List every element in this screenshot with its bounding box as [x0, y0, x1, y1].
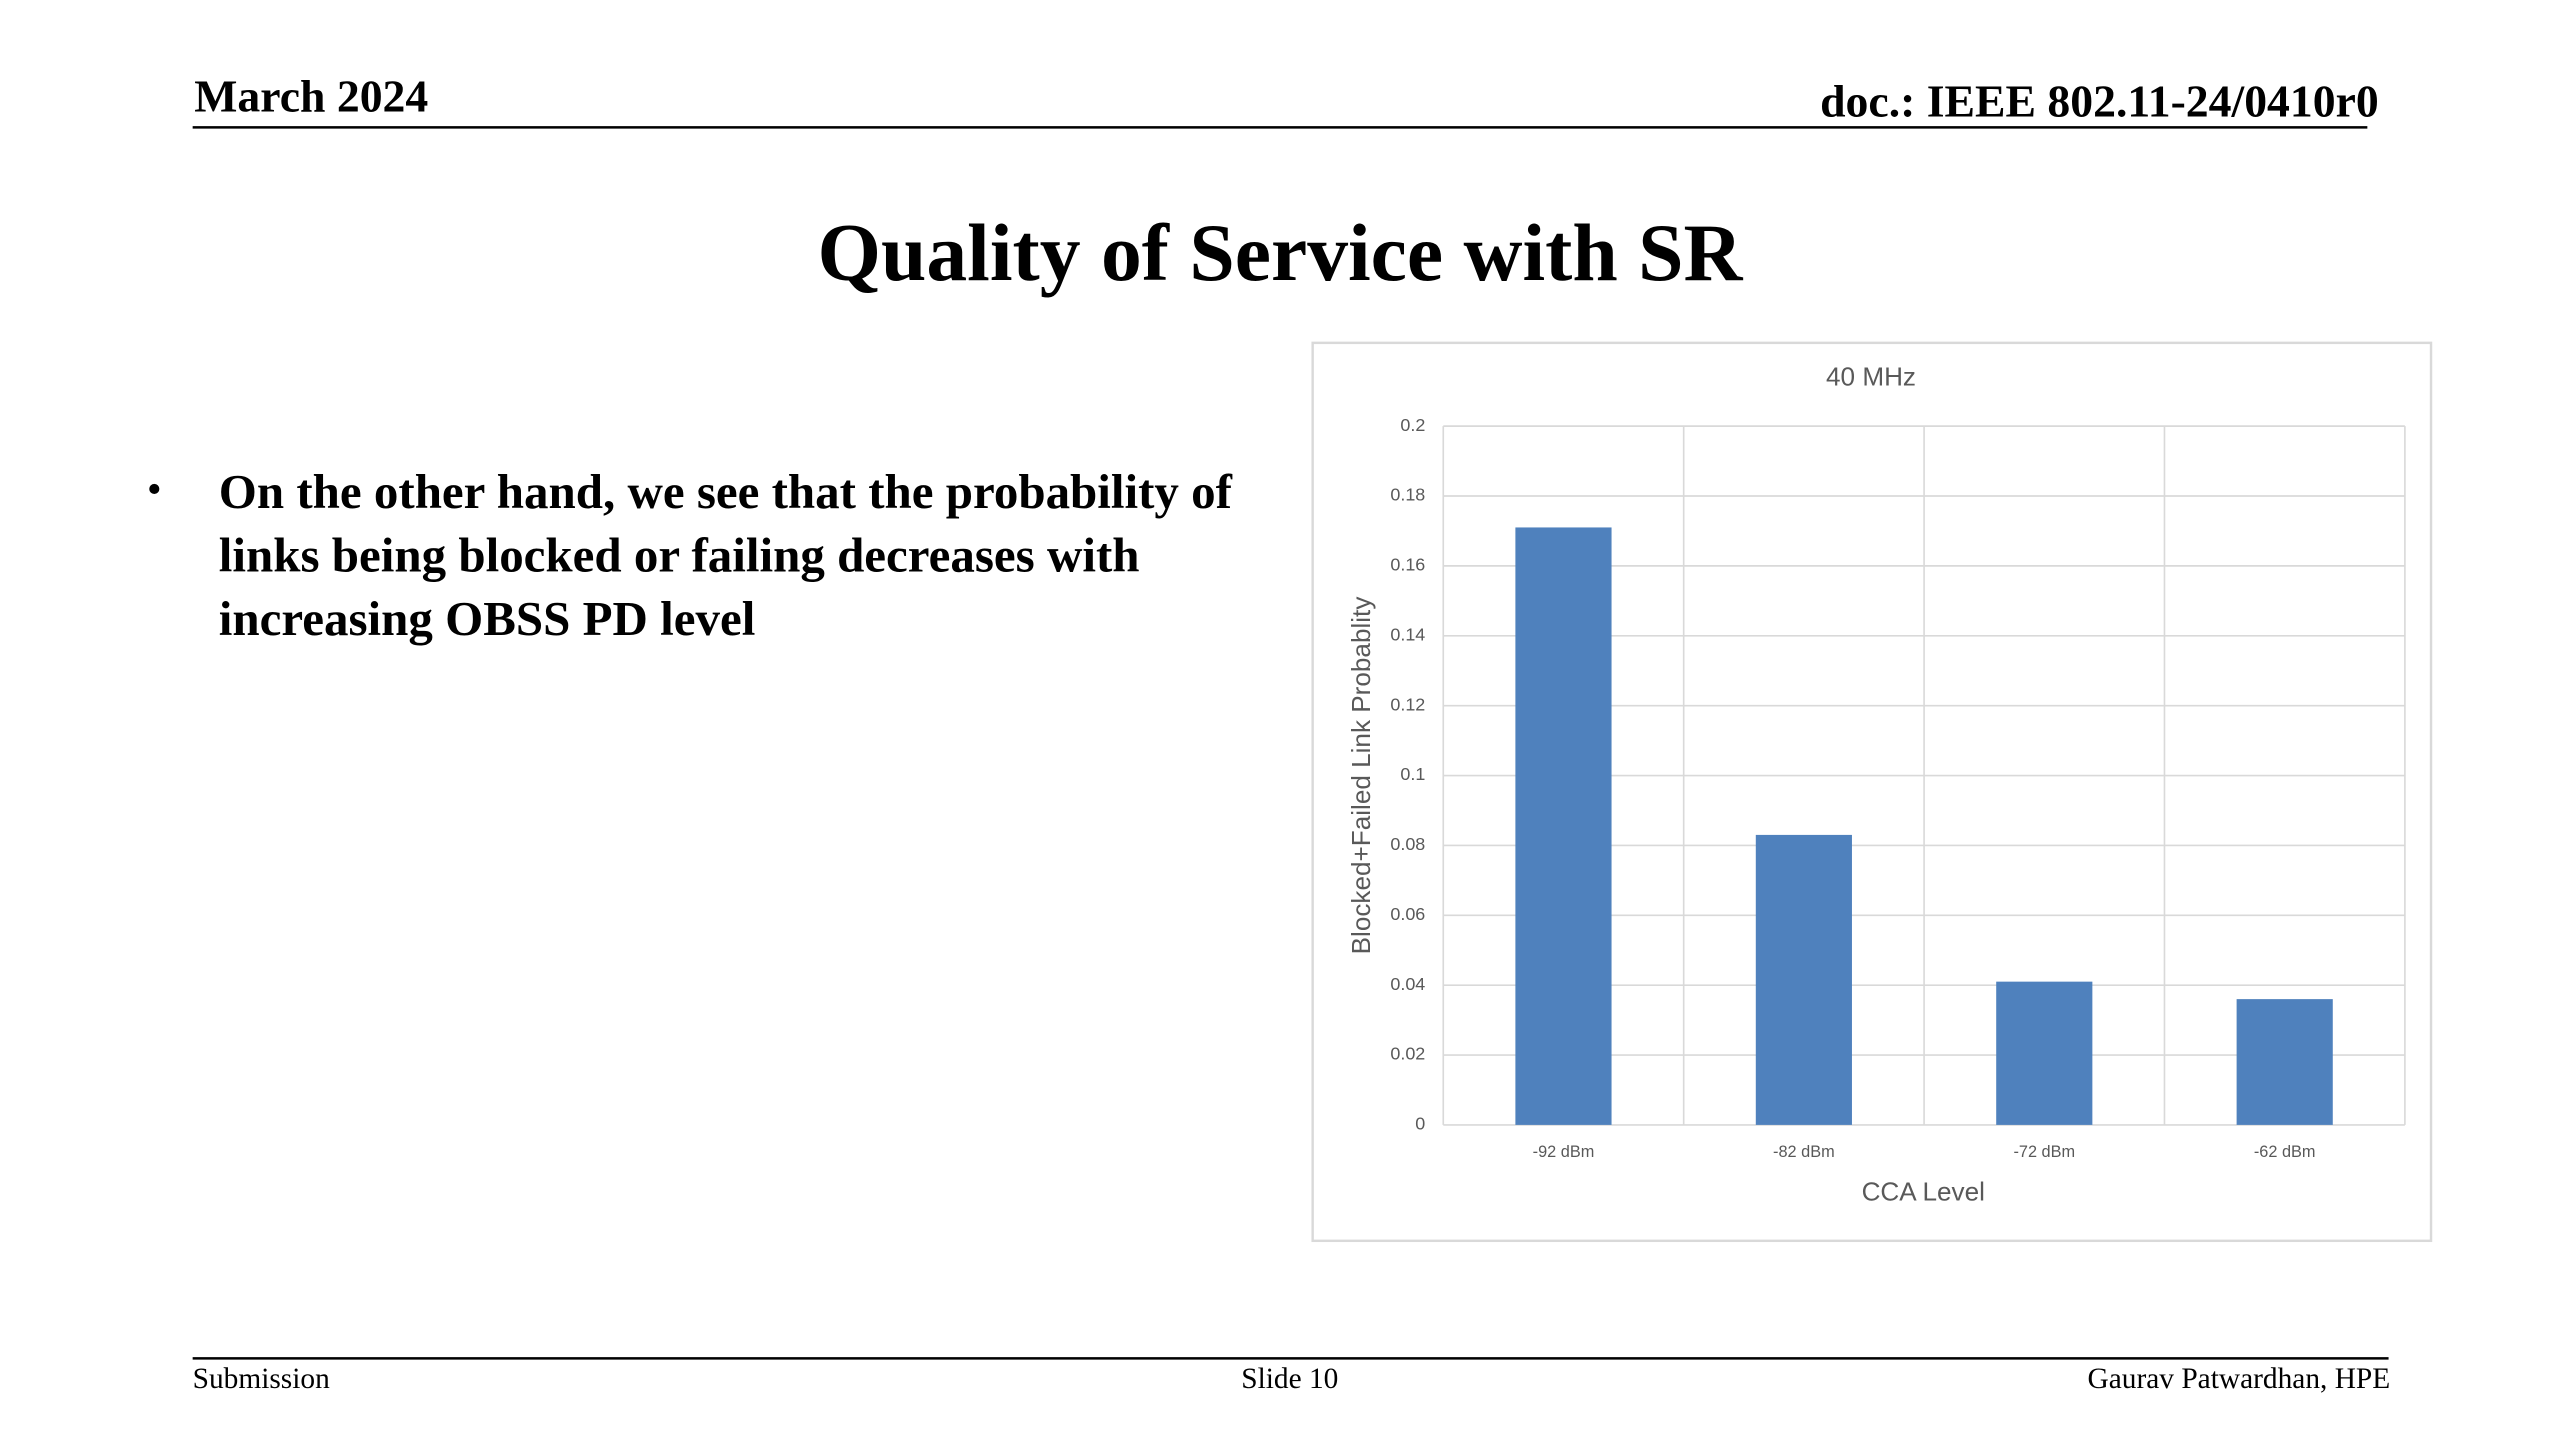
y-tick-label: 0	[1415, 1114, 1425, 1134]
footer-right: Gaurav Patwardhan, HPE	[2088, 1363, 2391, 1395]
bullet-box: On the other hand, we see that the proba…	[218, 465, 1232, 647]
footer-center: Slide 10	[1241, 1363, 1338, 1395]
y-tick-label: 0.06	[1390, 904, 1425, 924]
plot: 0 0.02 0.04 0.06 0.08 0.1 0.12 0.14 0.16 0.18 0.2 -…	[1390, 415, 2406, 1161]
x-tick-label: -92 dBm	[1533, 1143, 1595, 1161]
bar	[1996, 981, 2093, 1125]
bullet-dot: •	[147, 466, 162, 513]
slide-title: Quality of Service with SR	[817, 207, 1743, 298]
bullet-text: On the other hand, we see that the proba…	[218, 465, 1232, 647]
y-tick-label: 0.18	[1390, 485, 1425, 505]
header-date: March 2024	[194, 71, 428, 122]
x-tick-label: -72 dBm	[2013, 1143, 2075, 1161]
header-doc: doc.: IEEE 802.11-24/0410r0	[1820, 76, 2379, 127]
bar	[1755, 834, 1852, 1125]
x-tick-label: -82 dBm	[1773, 1143, 1835, 1161]
y-tick-label: 0.02	[1390, 1044, 1425, 1064]
y-tick-label: 0.04	[1390, 974, 1425, 994]
y-tick-label: 0.1	[1400, 764, 1425, 784]
bar	[1515, 527, 1612, 1125]
chart-title: 40 MHz	[1826, 362, 1916, 392]
y-tick-label: 0.08	[1390, 834, 1425, 854]
x-axis-title: CCA Level	[1862, 1176, 1985, 1206]
y-axis-title: Blocked+Failed Link Probablity	[1346, 597, 1376, 955]
x-tick-label: -62 dBm	[2254, 1143, 2316, 1161]
y-tick-label: 0.14	[1390, 624, 1425, 644]
footer-left: Submission	[193, 1363, 330, 1395]
y-tick-label: 0.2	[1400, 415, 1425, 435]
y-tick-label: 0.16	[1390, 555, 1425, 575]
y-tick-label: 0.12	[1390, 694, 1425, 714]
bar	[2236, 999, 2333, 1125]
